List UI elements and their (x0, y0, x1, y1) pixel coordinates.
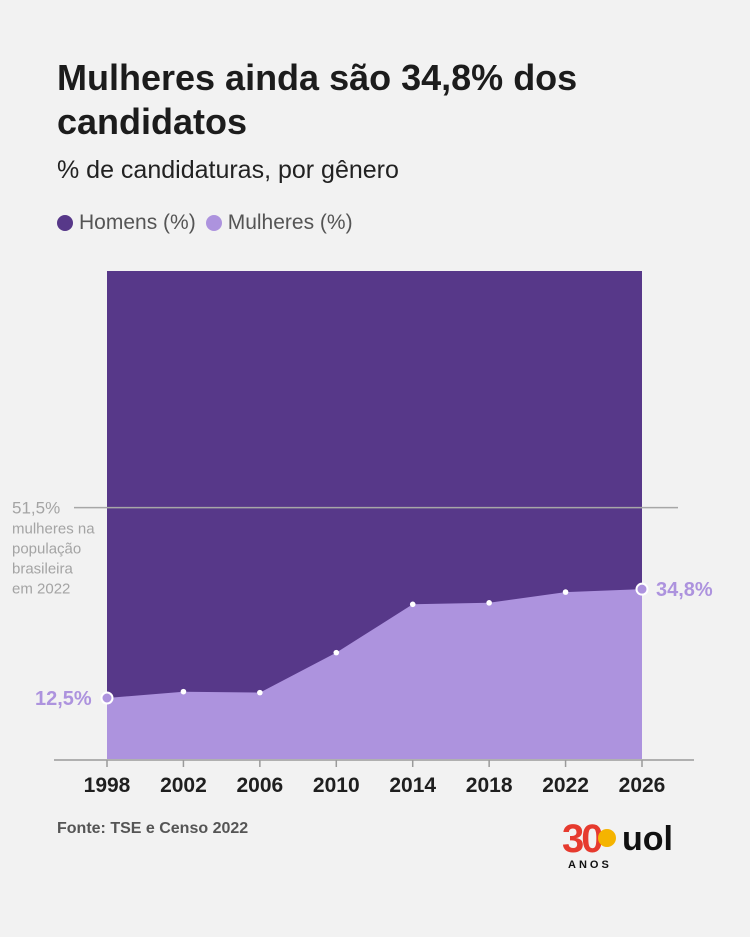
reference-note-line: em 2022 (12, 581, 70, 598)
x-tick-label: 2014 (389, 774, 436, 797)
x-tick-label: 2018 (466, 774, 513, 797)
data-point (180, 688, 187, 695)
legend-label-mulheres: Mulheres (%) (227, 211, 353, 234)
area-mulheres (107, 589, 642, 759)
end-value-label: 34,8% (656, 579, 713, 601)
logo-sun-icon (598, 829, 616, 847)
data-point (486, 600, 492, 606)
x-tick-label: 2026 (619, 774, 666, 797)
data-point (635, 582, 649, 596)
legend-item-homens: Homens (%) (57, 211, 196, 235)
legend-swatch-mulheres (205, 215, 222, 231)
legend: Homens (%) Mulheres (%) (57, 211, 363, 235)
legend-label-homens: Homens (%) (79, 211, 196, 234)
legend-swatch-homens (57, 215, 73, 231)
uol-30-anos-logo: 30 uol ANOS (562, 817, 673, 871)
data-point (333, 649, 340, 656)
logo-sub: ANOS (568, 859, 612, 871)
reference-note: mulheres na população brasileira em 2022 (12, 521, 95, 598)
reference-note-line: mulheres na (12, 521, 95, 538)
x-tick-label: 2010 (313, 774, 360, 797)
x-tick-label: 2002 (160, 774, 207, 797)
reference-note-line: brasileira (12, 561, 74, 578)
legend-item-mulheres: Mulheres (%) (205, 211, 353, 235)
reference-note-line: população (12, 541, 81, 558)
source-note: Fonte: TSE e Censo 2022 (57, 820, 249, 837)
x-tick-label: 2006 (236, 774, 283, 797)
data-point (257, 689, 263, 696)
start-value-label: 12,5% (35, 688, 92, 710)
logo-number: 30 (562, 817, 602, 861)
chart-title: Mulheres ainda são 34,8% dos candidatos (57, 57, 578, 142)
chart-subtitle: % de candidaturas, por gênero (57, 156, 399, 184)
data-point (100, 691, 114, 705)
x-tick-label: 1998 (84, 774, 131, 797)
data-point (409, 601, 416, 608)
logo-word: uol (622, 820, 673, 858)
data-point (562, 589, 569, 595)
reference-value-label: 51,5% (12, 499, 60, 518)
x-tick-label: 2022 (542, 774, 589, 797)
